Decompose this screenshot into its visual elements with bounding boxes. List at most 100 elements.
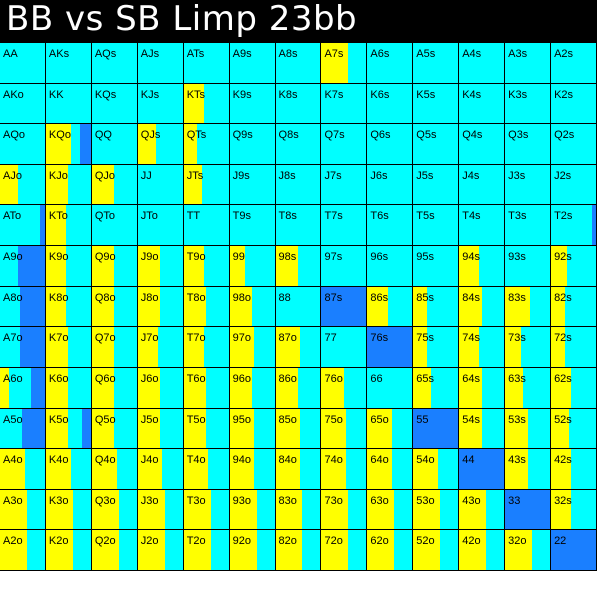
hand-label: AQs — [94, 48, 117, 60]
action-fold-segment — [183, 367, 207, 408]
hand-cell: A9s — [229, 43, 276, 84]
action-call-segment — [72, 530, 91, 570]
action-call-segment — [254, 408, 275, 449]
action-fold-segment — [183, 327, 204, 367]
hand-cell: QJo — [91, 164, 138, 206]
hand-label: K3o — [48, 494, 69, 507]
action-call-segment — [505, 246, 551, 286]
action-call-segment — [367, 246, 413, 286]
action-call-segment — [367, 164, 413, 205]
hand-label: 97s — [324, 251, 343, 264]
hand-cell: K2s — [551, 83, 597, 125]
hand-label: T2o — [186, 535, 206, 548]
action-call-segment — [571, 367, 596, 408]
hand-label: KTs — [186, 88, 206, 101]
hand-cell: 92o — [229, 530, 276, 571]
hand-label: KQs — [94, 88, 117, 101]
hand-cell: A6o — [0, 367, 46, 409]
hand-label: T8s — [278, 210, 297, 223]
hand-label: T4o — [186, 454, 206, 467]
action-call-segment — [300, 449, 321, 489]
action-fold-segment — [275, 489, 303, 530]
hand-cell: 76s — [367, 327, 414, 368]
action-call-segment — [183, 43, 229, 83]
action-raise-segment — [31, 367, 45, 408]
hand-cell: T3s — [505, 205, 552, 247]
hand-cell: AJo — [0, 164, 46, 206]
action-call-segment — [155, 124, 183, 164]
action-call-segment — [114, 164, 137, 205]
hand-label: T4s — [462, 210, 481, 223]
hand-cell: 65o — [367, 408, 414, 450]
action-fold-segment — [91, 367, 115, 408]
action-call-segment — [413, 83, 459, 124]
hand-label: K6s — [370, 88, 390, 101]
hand-label: JTs — [186, 169, 204, 182]
hand-cell: T9s — [229, 205, 276, 247]
hand-label: 84s — [462, 291, 480, 304]
action-fold-segment — [275, 408, 301, 449]
action-call-segment — [114, 246, 137, 286]
hand-cell: A4s — [459, 43, 506, 84]
hand-cell: K4s — [459, 83, 506, 125]
hand-label: 95o — [232, 413, 251, 426]
hand-cell: T8o — [183, 286, 230, 328]
hand-label: Q9o — [94, 251, 116, 264]
action-call-segment — [137, 43, 183, 83]
hand-label: TT — [186, 210, 201, 223]
hand-cell: AKs — [45, 43, 92, 84]
action-call-segment — [91, 43, 137, 83]
action-call-segment — [45, 83, 91, 124]
action-call-segment — [532, 530, 551, 570]
hand-cell: Q6o — [91, 367, 138, 409]
action-fold-segment — [413, 489, 441, 530]
hand-cell: Q3o — [91, 489, 138, 531]
hand-label: 54s — [462, 413, 480, 426]
hand-cell: 33 — [505, 489, 552, 531]
action-call-segment — [367, 43, 413, 83]
hand-label: K5o — [48, 413, 69, 426]
hand-label: Q5s — [416, 129, 437, 142]
action-call-segment — [114, 286, 137, 327]
hand-cell: J9s — [229, 164, 276, 206]
action-call-segment — [321, 83, 367, 124]
action-fold-segment — [137, 367, 161, 408]
hand-cell: K6s — [367, 83, 414, 125]
hand-label: 96s — [370, 251, 389, 264]
action-fold-segment — [183, 530, 211, 570]
action-fold-segment — [229, 286, 253, 327]
action-call-segment — [229, 83, 275, 124]
hand-label: K7s — [324, 88, 344, 101]
hand-cell: 94s — [459, 246, 506, 287]
hand-cell: 85o — [275, 408, 322, 450]
hand-cell: 73o — [321, 489, 368, 531]
hand-cell: Q8s — [275, 124, 322, 165]
action-call-segment — [66, 246, 91, 286]
action-call-segment — [164, 489, 183, 530]
hand-label: K8o — [48, 291, 69, 304]
action-call-segment — [564, 286, 596, 327]
action-call-segment — [91, 83, 137, 124]
hand-cell: K5s — [413, 83, 460, 125]
action-fold-segment — [183, 489, 211, 530]
action-call-segment — [321, 327, 367, 367]
action-fold-segment — [413, 530, 441, 570]
hand-cell: Q7s — [321, 124, 368, 165]
hand-cell: J7s — [321, 164, 368, 206]
hand-label: 42s — [554, 454, 572, 467]
hand-cell: T2o — [183, 530, 230, 571]
hand-label: K8s — [278, 88, 298, 101]
action-call-segment — [201, 164, 229, 205]
action-call-segment — [426, 286, 459, 327]
action-fold-segment — [551, 489, 572, 530]
action-raise-segment — [22, 408, 45, 449]
hand-label: 82o — [278, 535, 297, 548]
action-call-segment — [0, 83, 45, 124]
hand-cell: 83s — [505, 286, 552, 328]
action-fold-segment — [0, 449, 25, 489]
action-call-segment — [137, 164, 183, 205]
hand-label: 97o — [232, 332, 251, 345]
hand-cell: J5s — [413, 164, 460, 206]
hand-cell: 62s — [551, 367, 597, 409]
hand-cell: 72o — [321, 530, 368, 571]
